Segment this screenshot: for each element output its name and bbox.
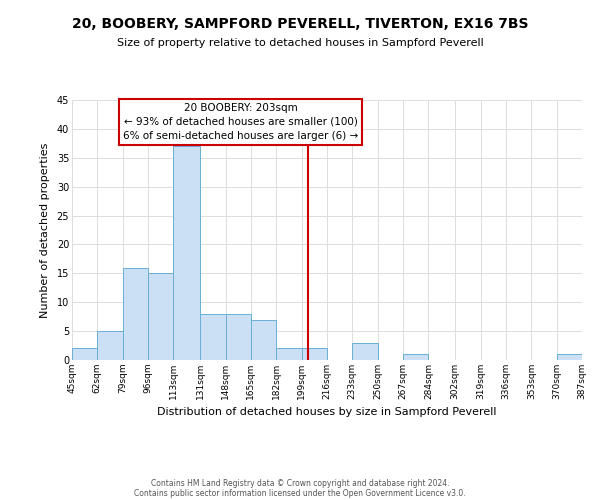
Bar bbox=[352, 342, 378, 360]
Bar bbox=[72, 348, 97, 360]
Bar bbox=[123, 268, 148, 360]
Bar bbox=[226, 314, 251, 360]
Bar bbox=[302, 348, 327, 360]
Bar bbox=[148, 274, 173, 360]
Bar bbox=[97, 331, 123, 360]
Text: Size of property relative to detached houses in Sampford Peverell: Size of property relative to detached ho… bbox=[116, 38, 484, 48]
Bar bbox=[557, 354, 582, 360]
Text: Contains public sector information licensed under the Open Government Licence v3: Contains public sector information licen… bbox=[134, 488, 466, 498]
Bar bbox=[276, 348, 302, 360]
Text: 20 BOOBERY: 203sqm
← 93% of detached houses are smaller (100)
6% of semi-detache: 20 BOOBERY: 203sqm ← 93% of detached hou… bbox=[123, 103, 358, 141]
Text: Contains HM Land Registry data © Crown copyright and database right 2024.: Contains HM Land Registry data © Crown c… bbox=[151, 478, 449, 488]
Bar bbox=[173, 146, 200, 360]
X-axis label: Distribution of detached houses by size in Sampford Peverell: Distribution of detached houses by size … bbox=[157, 408, 497, 418]
Y-axis label: Number of detached properties: Number of detached properties bbox=[40, 142, 50, 318]
Bar bbox=[251, 320, 276, 360]
Text: 20, BOOBERY, SAMPFORD PEVERELL, TIVERTON, EX16 7BS: 20, BOOBERY, SAMPFORD PEVERELL, TIVERTON… bbox=[72, 18, 528, 32]
Bar bbox=[403, 354, 428, 360]
Bar bbox=[200, 314, 226, 360]
